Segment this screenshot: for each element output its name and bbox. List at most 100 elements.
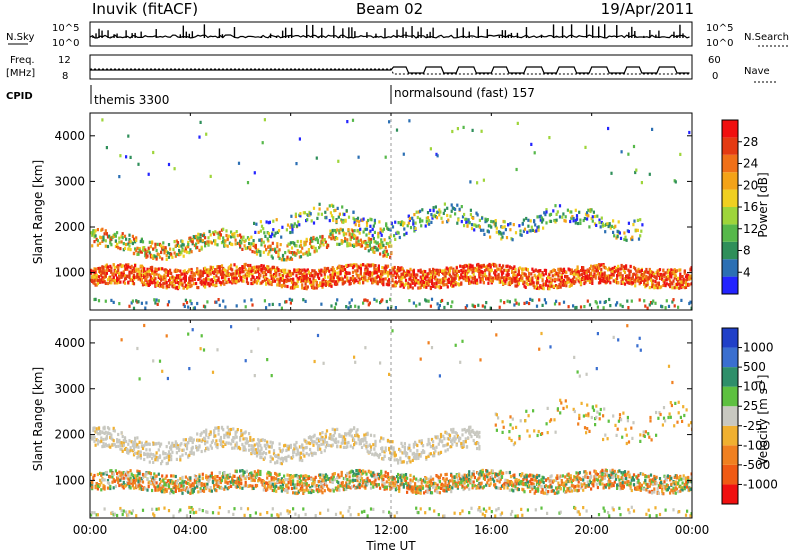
range-cell [106, 235, 110, 239]
range-cell [329, 211, 332, 215]
range-cell [265, 272, 268, 276]
range-cell [537, 276, 540, 280]
range-cell [408, 216, 411, 221]
range-cell [432, 477, 435, 481]
range-cell [99, 483, 102, 487]
range-cell [614, 266, 618, 271]
range-cell [677, 305, 680, 309]
range-cell [503, 278, 506, 282]
range-cell [496, 277, 499, 281]
range-cell [409, 478, 412, 482]
range-cell [309, 252, 312, 256]
range-cell [534, 229, 537, 233]
range-cell [481, 278, 484, 282]
range-cell [117, 268, 120, 272]
range-cell [228, 472, 231, 477]
range-cell [106, 281, 110, 286]
range-cell [162, 484, 165, 488]
range-cell [287, 242, 290, 246]
range-cell [447, 218, 450, 222]
range-cell [113, 232, 116, 236]
range-cell [309, 241, 312, 246]
range-cell [579, 305, 583, 309]
range-cell [638, 282, 641, 286]
range-cell [132, 486, 136, 490]
range-cell [163, 281, 166, 285]
range-cell [594, 264, 597, 268]
range-cell [346, 471, 349, 476]
range-cell [315, 488, 318, 492]
range-cell [475, 211, 478, 215]
range-cell [193, 478, 196, 482]
range-cell [165, 489, 168, 493]
range-cell [364, 278, 367, 282]
range-cell [461, 484, 464, 488]
range-cell [330, 278, 333, 282]
range-cell [162, 277, 165, 281]
range-cell [262, 250, 265, 254]
range-cell [349, 479, 352, 483]
range-cell [289, 278, 292, 282]
range-cell [304, 269, 307, 273]
range-cell [623, 231, 626, 235]
range-cell [116, 231, 119, 235]
range-cell [639, 234, 642, 238]
range-cell [664, 306, 667, 310]
range-cell [189, 238, 192, 242]
range-cell [634, 284, 637, 288]
range-cell [381, 229, 384, 233]
range-cell [160, 484, 163, 488]
range-cell [472, 470, 475, 474]
range-cell [336, 298, 339, 302]
range-cell [470, 268, 473, 272]
range-cell [279, 273, 282, 277]
range-cell [460, 220, 463, 224]
range-cell [619, 236, 623, 240]
range-cell [640, 273, 643, 277]
range-cell [680, 275, 683, 279]
range-cell [438, 213, 441, 217]
range-cell [595, 301, 598, 305]
range-cell [629, 264, 632, 269]
range-cell [677, 278, 680, 283]
range-cell [413, 213, 416, 217]
freq-panel: Freq. [MHz] 12 8 60 0 Nave [6, 54, 778, 83]
range-cell [298, 268, 301, 272]
range-cell [572, 304, 575, 308]
range-cell [362, 281, 365, 285]
range-cell [372, 236, 375, 241]
nave-tick-top: 60 [708, 55, 721, 66]
range-cell [573, 272, 576, 276]
range-cell [130, 277, 133, 282]
range-cell [551, 274, 554, 278]
range-cell [276, 230, 279, 234]
range-cell [538, 269, 541, 273]
range-cell [583, 305, 586, 309]
range-cell [267, 265, 270, 269]
range-cell [108, 234, 111, 238]
range-cell [675, 286, 678, 290]
range-cell [342, 267, 345, 271]
range-cell [193, 236, 196, 240]
range-cell [499, 299, 502, 303]
range-cell [227, 277, 230, 281]
range-cell [174, 484, 177, 488]
range-cell [400, 272, 403, 276]
range-cell [487, 281, 490, 285]
range-cell [412, 273, 415, 277]
range-cell [346, 241, 349, 245]
range-cell [121, 232, 124, 236]
range-cell [525, 300, 528, 305]
range-cell [274, 482, 277, 486]
range-cell [189, 279, 192, 283]
range-cell [500, 232, 503, 236]
range-cell [315, 249, 318, 253]
range-cell [283, 480, 286, 484]
range-cell [259, 220, 262, 224]
range-cell [448, 487, 452, 491]
range-cell [185, 481, 189, 485]
range-cell [161, 486, 164, 490]
range-cell [263, 118, 266, 122]
range-cell [351, 478, 355, 482]
range-cell [419, 217, 422, 221]
